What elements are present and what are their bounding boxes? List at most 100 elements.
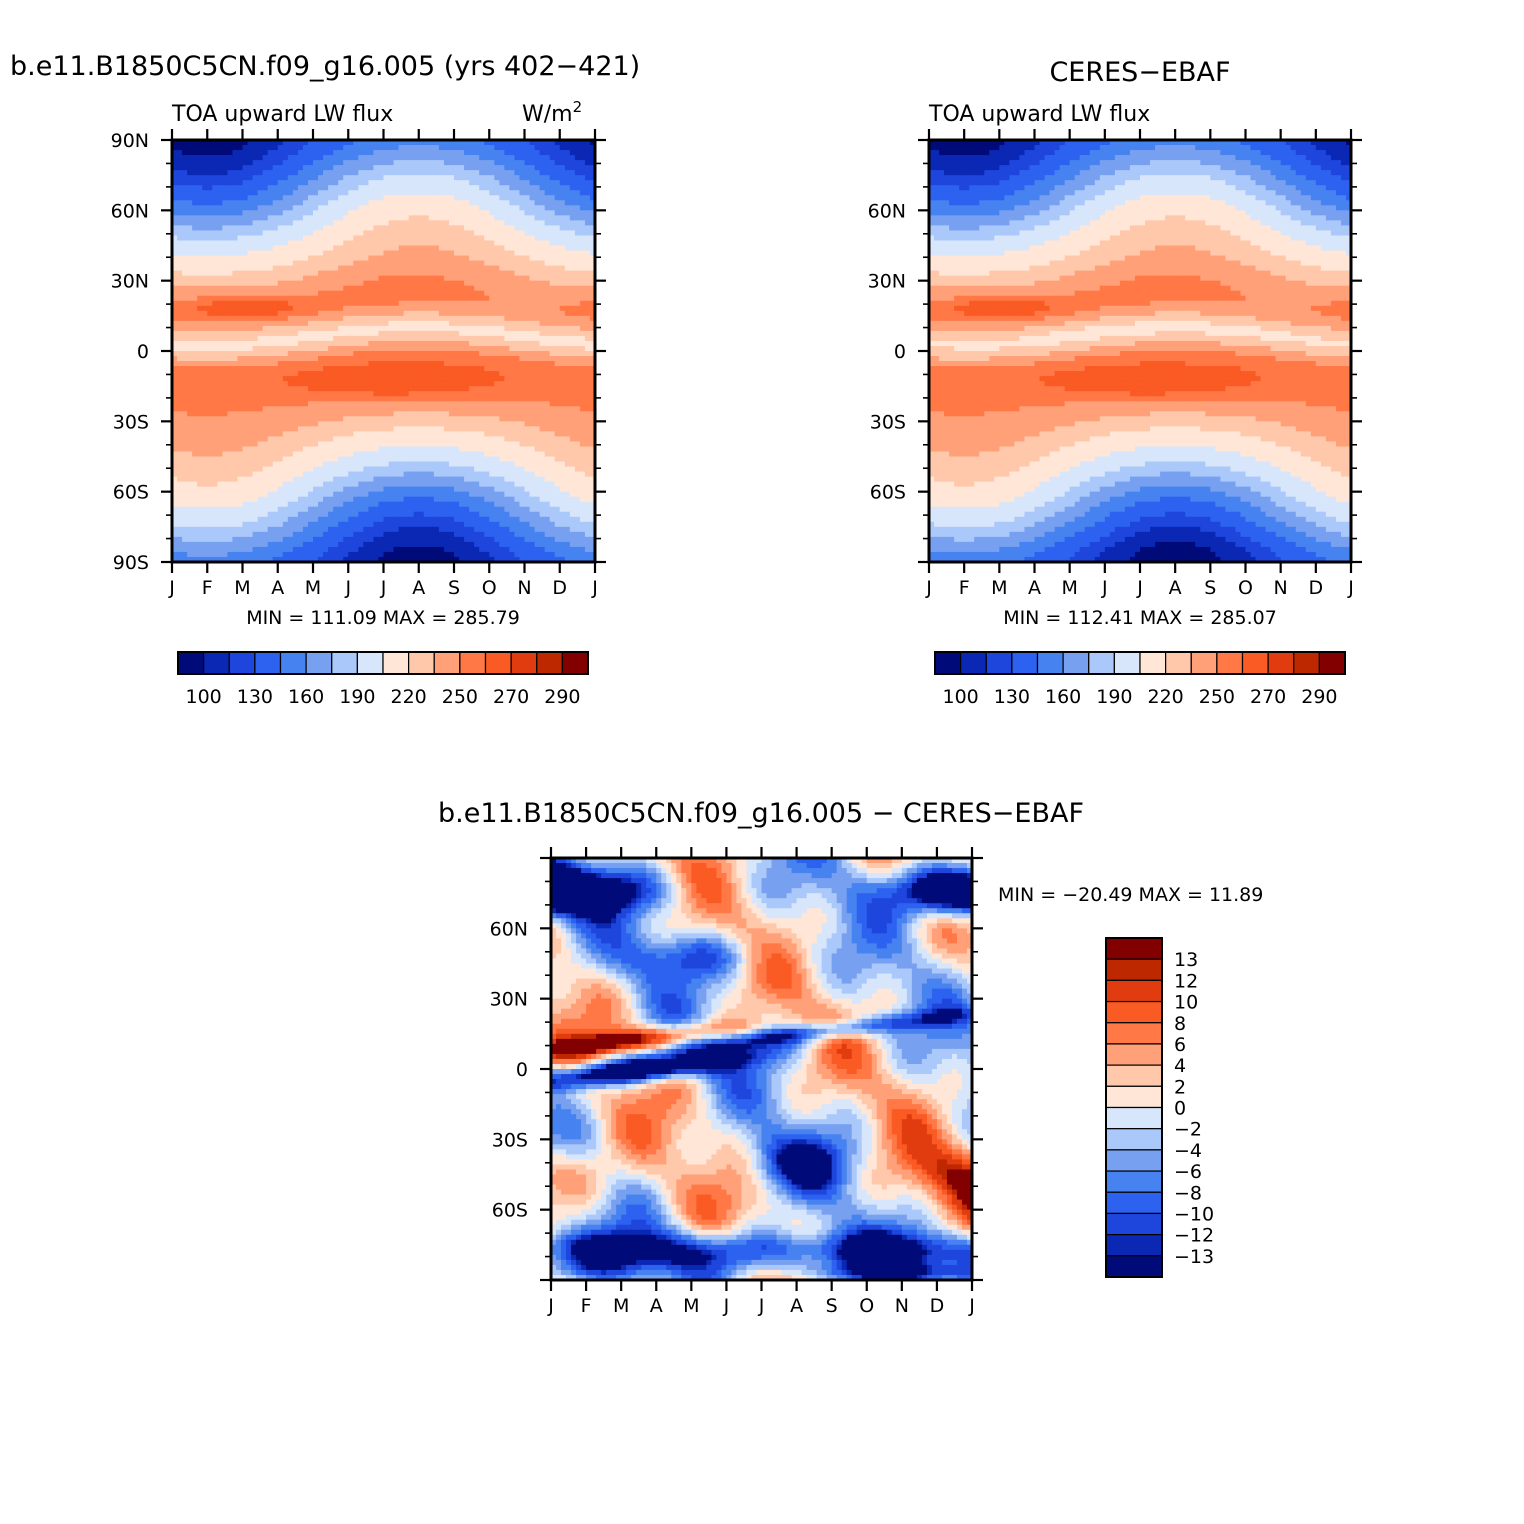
- field-cell: [393, 230, 400, 237]
- field-cell: [469, 335, 475, 342]
- field-cell: [313, 285, 319, 292]
- field-cell: [282, 421, 289, 427]
- field-cell: [529, 310, 536, 317]
- field-cell: [499, 330, 505, 337]
- field-cell: [343, 396, 349, 402]
- field-cell: [302, 376, 309, 382]
- field-cell: [544, 145, 551, 151]
- field-cell: [307, 190, 314, 196]
- field-cell: [459, 235, 465, 242]
- field-cell: [443, 386, 450, 392]
- field-cell: [499, 210, 505, 216]
- field-cell: [494, 260, 500, 267]
- field-cell: [569, 381, 576, 387]
- field-cell: [333, 315, 339, 322]
- field-cell: [297, 295, 304, 302]
- field-cell: [207, 265, 213, 272]
- field-cell: [529, 240, 536, 247]
- field-cell: [589, 235, 595, 242]
- field-cell: [408, 170, 415, 176]
- field-cell: [292, 285, 299, 292]
- field-cell: [504, 401, 510, 407]
- field-cell: [363, 396, 369, 402]
- field-cell: [393, 270, 400, 277]
- field-cell: [247, 351, 254, 357]
- field-cell: [539, 265, 546, 272]
- field-cell: [373, 300, 380, 307]
- field-cell: [343, 411, 349, 417]
- field-cell: [267, 215, 274, 221]
- field-cell: [318, 235, 324, 242]
- field-cell: [438, 295, 445, 302]
- field-cell: [418, 225, 425, 232]
- field-cell: [398, 275, 405, 282]
- field-cell: [358, 366, 364, 372]
- field-cell: [363, 320, 369, 327]
- field-cell: [348, 366, 354, 372]
- field-cell: [172, 371, 178, 377]
- field-cell: [549, 411, 556, 417]
- field-cell: [378, 140, 385, 146]
- field-cell: [559, 340, 566, 347]
- field-cell: [202, 190, 208, 196]
- field-cell: [504, 290, 510, 297]
- field-cell: [247, 255, 254, 262]
- field-cell: [217, 295, 223, 302]
- field-cell: [388, 386, 395, 392]
- field-cell: [363, 411, 369, 417]
- field-cell: [569, 155, 576, 161]
- field-cell: [388, 250, 395, 257]
- field-cell: [393, 431, 400, 437]
- field-cell: [353, 426, 359, 432]
- field-cell: [413, 270, 420, 277]
- field-cell: [539, 145, 546, 151]
- field-cell: [388, 245, 395, 252]
- field-cell: [514, 345, 521, 352]
- field-cell: [418, 250, 425, 257]
- field-cell: [559, 351, 566, 357]
- field-cell: [333, 265, 339, 272]
- field-cell: [418, 340, 425, 347]
- field-cell: [433, 340, 440, 347]
- field-cell: [217, 426, 223, 432]
- field-cell: [393, 165, 400, 171]
- field-cell: [584, 305, 591, 312]
- field-cell: [579, 381, 586, 387]
- field-cell: [328, 235, 334, 242]
- field-cell: [589, 335, 595, 342]
- field-cell: [307, 320, 314, 327]
- field-cell: [262, 255, 269, 262]
- field-cell: [393, 335, 400, 342]
- field-cell: [448, 150, 455, 156]
- field-cell: [348, 150, 354, 156]
- field-cell: [554, 411, 561, 417]
- field-cell: [418, 245, 425, 252]
- field-cell: [267, 270, 274, 277]
- field-cell: [247, 200, 254, 206]
- field-cell: [282, 381, 289, 387]
- field-cell: [182, 366, 188, 372]
- field-cell: [514, 160, 521, 166]
- field-cell: [534, 210, 541, 216]
- field-cell: [313, 436, 319, 443]
- field-cell: [232, 300, 239, 307]
- field-cell: [403, 190, 410, 196]
- field-cell: [353, 320, 359, 327]
- field-cell: [454, 220, 460, 226]
- field-cell: [348, 361, 354, 367]
- field-cell: [182, 406, 188, 412]
- field-cell: [584, 215, 591, 221]
- field-cell: [172, 335, 178, 342]
- field-cell: [378, 340, 385, 347]
- field-cell: [438, 386, 445, 392]
- field-cell: [318, 200, 324, 206]
- field-cell: [423, 361, 430, 367]
- field-cell: [227, 140, 234, 146]
- field-cell: [187, 245, 193, 252]
- field-cell: [504, 305, 510, 312]
- field-cell: [423, 170, 430, 176]
- field-cell: [579, 401, 586, 407]
- field-cell: [428, 245, 435, 252]
- field-cell: [267, 220, 274, 226]
- field-cell: [514, 351, 521, 357]
